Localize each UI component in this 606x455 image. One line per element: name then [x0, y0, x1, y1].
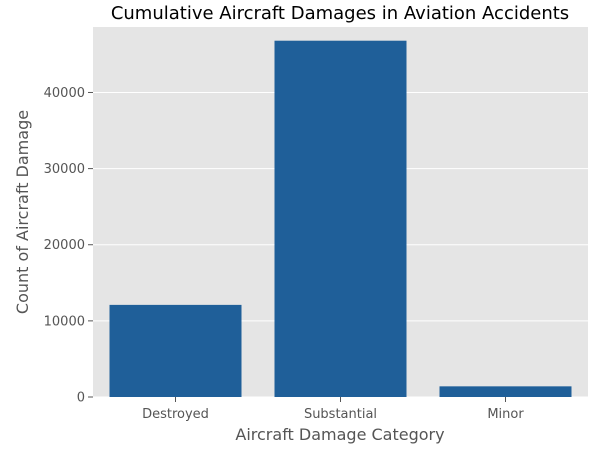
x-tick-label: Minor [487, 407, 524, 422]
y-tick-label: 0 [77, 391, 85, 406]
x-axis-label: Aircraft Damage Category [235, 425, 444, 444]
bar-destroyed [109, 304, 242, 397]
x-axis-ticks: Destroyed Substantial Minor [142, 397, 524, 422]
y-tick-label: 30000 [44, 162, 85, 177]
bars [109, 40, 572, 397]
bar-minor [439, 386, 572, 397]
x-tick-label: Substantial [304, 407, 377, 422]
y-tick-label: 10000 [44, 314, 85, 329]
y-axis-ticks: 0 10000 20000 30000 40000 [44, 86, 93, 406]
y-tick-label: 20000 [44, 238, 85, 253]
x-tick-label: Destroyed [142, 407, 209, 422]
y-tick-label: 40000 [44, 86, 85, 101]
bar-substantial [274, 40, 407, 397]
y-axis-label: Count of Aircraft Damage [13, 110, 32, 314]
chart-title: Cumulative Aircraft Damages in Aviation … [111, 3, 569, 24]
